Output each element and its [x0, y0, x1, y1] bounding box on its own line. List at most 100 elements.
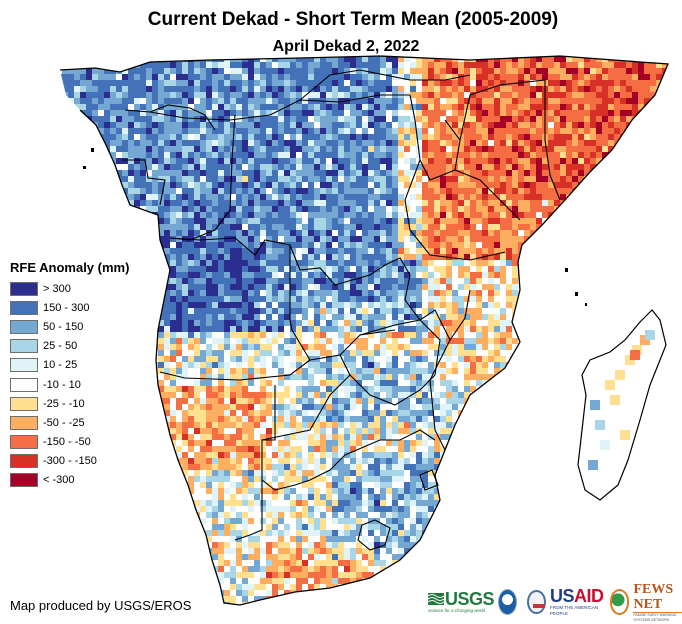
- anomaly-cell: [506, 104, 512, 110]
- anomaly-cell: [374, 68, 380, 74]
- anomaly-cell: [152, 272, 158, 278]
- anomaly-cell: [320, 158, 326, 164]
- anomaly-cell: [104, 170, 110, 176]
- anomaly-cell: [266, 110, 272, 116]
- anomaly-cell: [452, 74, 458, 80]
- anomaly-cell: [212, 140, 218, 146]
- anomaly-cell: [296, 74, 302, 80]
- anomaly-cell: [458, 338, 464, 344]
- anomaly-cell: [458, 218, 464, 224]
- anomaly-cell: [548, 308, 554, 314]
- anomaly-cell: [482, 224, 488, 230]
- anomaly-cell: [524, 326, 530, 332]
- anomaly-cell: [86, 140, 92, 146]
- anomaly-cell: [578, 212, 584, 218]
- anomaly-cell: [368, 98, 374, 104]
- anomaly-cell: [152, 128, 158, 134]
- anomaly-cell: [398, 62, 404, 68]
- anomaly-cell: [362, 260, 368, 266]
- anomaly-cell: [236, 122, 242, 128]
- anomaly-cell: [494, 164, 500, 170]
- anomaly-cell: [524, 344, 530, 350]
- anomaly-cell: [662, 164, 668, 170]
- anomaly-cell: [320, 104, 326, 110]
- anomaly-cell: [164, 68, 170, 74]
- anomaly-cell: [254, 260, 260, 266]
- anomaly-cell: [374, 350, 380, 356]
- anomaly-cell: [176, 320, 182, 326]
- anomaly-cell: [368, 92, 374, 98]
- anomaly-cell: [536, 284, 542, 290]
- anomaly-cell: [386, 176, 392, 182]
- anomaly-cell: [62, 74, 68, 80]
- anomaly-cell: [116, 116, 122, 122]
- anomaly-cell: [524, 170, 530, 176]
- anomaly-cell: [332, 248, 338, 254]
- anomaly-cell: [134, 242, 140, 248]
- anomaly-cell: [620, 152, 626, 158]
- anomaly-cell: [422, 128, 428, 134]
- anomaly-cell: [638, 122, 644, 128]
- anomaly-cell: [350, 140, 356, 146]
- anomaly-cell: [338, 164, 344, 170]
- anomaly-cell: [590, 224, 596, 230]
- anomaly-cell: [200, 92, 206, 98]
- anomaly-cell: [218, 314, 224, 320]
- anomaly-cell: [620, 146, 626, 152]
- anomaly-cell: [542, 170, 548, 176]
- anomaly-cell: [290, 104, 296, 110]
- anomaly-cell: [272, 104, 278, 110]
- anomaly-cell: [482, 92, 488, 98]
- anomaly-cell: [428, 194, 434, 200]
- anomaly-cell: [530, 104, 536, 110]
- anomaly-cell: [206, 104, 212, 110]
- anomaly-cell: [452, 326, 458, 332]
- anomaly-cell: [530, 68, 536, 74]
- anomaly-cell: [560, 68, 566, 74]
- anomaly-cell: [446, 344, 452, 350]
- anomaly-cell: [212, 248, 218, 254]
- anomaly-cell: [440, 236, 446, 242]
- anomaly-cell: [74, 230, 80, 236]
- anomaly-cell: [458, 86, 464, 92]
- anomaly-cell: [194, 290, 200, 296]
- anomaly-cell: [428, 308, 434, 314]
- anomaly-cell: [332, 56, 338, 62]
- anomaly-cell: [548, 350, 554, 356]
- anomaly-cell: [344, 266, 350, 272]
- anomaly-cell: [494, 128, 500, 134]
- anomaly-cell: [272, 224, 278, 230]
- anomaly-cell: [458, 146, 464, 152]
- anomaly-cell: [530, 98, 536, 104]
- anomaly-cell: [404, 326, 410, 332]
- anomaly-cell: [314, 152, 320, 158]
- anomaly-cell: [524, 176, 530, 182]
- anomaly-cell: [320, 284, 326, 290]
- anomaly-cell: [260, 260, 266, 266]
- anomaly-cell: [578, 266, 584, 272]
- anomaly-cell: [578, 62, 584, 68]
- anomaly-cell: [272, 122, 278, 128]
- anomaly-cell: [80, 122, 86, 128]
- anomaly-cell: [464, 200, 470, 206]
- anomaly-cell: [116, 218, 122, 224]
- anomaly-cell: [518, 104, 524, 110]
- anomaly-cell: [212, 188, 218, 194]
- anomaly-cell: [296, 266, 302, 272]
- anomaly-cell: [170, 296, 176, 302]
- anomaly-cell: [380, 296, 386, 302]
- anomaly-cell: [668, 242, 674, 248]
- anomaly-cell: [524, 74, 530, 80]
- anomaly-cell: [572, 68, 578, 74]
- anomaly-cell: [428, 242, 434, 248]
- anomaly-cell: [380, 116, 386, 122]
- anomaly-cell: [302, 206, 308, 212]
- anomaly-cell: [392, 188, 398, 194]
- anomaly-cell: [278, 146, 284, 152]
- anomaly-cell: [398, 176, 404, 182]
- anomaly-cell: [356, 206, 362, 212]
- anomaly-cell: [536, 176, 542, 182]
- anomaly-cell: [134, 128, 140, 134]
- anomaly-cell: [272, 188, 278, 194]
- anomaly-cell: [590, 74, 596, 80]
